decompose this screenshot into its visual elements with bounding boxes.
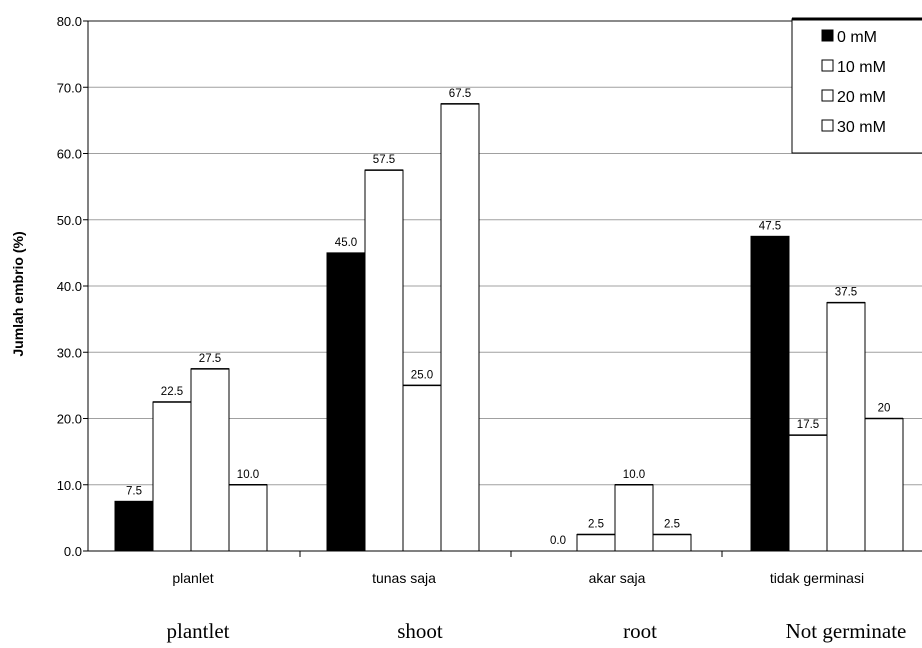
labels: 7.5 45.0 0.0 47.5 22.5 57.5 2.5 17.5 27.5 25.0 10.… [126,88,906,643]
y-tick-label: 50.0 [57,213,82,228]
legend-label: 10 mM [837,59,886,76]
data-label: 10.0 [237,469,259,481]
data-label: 57.5 [373,154,395,166]
bar-10mm-0 [152,401,192,552]
bar-30mm-1 [440,103,480,552]
bar-30mm-0 [228,484,268,552]
bar-10mm-1 [364,169,404,552]
legend-label: 30 mM [837,119,886,136]
legend-swatch [821,119,834,132]
english-category-label: shoot [397,619,443,643]
data-label: 17.5 [797,419,819,431]
bar-20mm-2 [614,484,654,552]
bars [114,103,904,552]
data-label: 0.0 [550,535,566,547]
legend-swatch [821,29,834,42]
bar-0mm-0 [114,500,154,552]
y-tick-label: 0.0 [64,544,82,559]
data-label: 67.5 [449,88,471,100]
data-label: 10.0 [623,469,645,481]
y-tick-label: 70.0 [57,80,82,95]
bar-10mm-2 [576,533,616,552]
data-label: 47.5 [759,220,781,232]
legend-swatch [821,59,834,72]
category-label: tidak germinasi [770,570,864,586]
legend: 0 mM 10 mM 20 mM 30 mM [791,17,922,154]
data-label: 25.0 [411,369,433,381]
english-category-label: plantlet [167,619,230,643]
legend-label: 0 mM [837,29,877,46]
data-label: 45.0 [335,237,357,249]
legend-swatch [821,89,834,102]
data-label: 22.5 [161,386,183,398]
bar-10mm-3 [788,434,828,552]
category-label: akar saja [589,570,646,586]
legend-box [791,18,922,154]
data-label: 27.5 [199,353,221,365]
bar-30mm-2 [652,533,692,552]
y-axis-label: Jumlah embrio (%) [10,231,26,356]
y-tick-label: 30.0 [57,345,82,360]
data-label: 37.5 [835,287,857,299]
bar-30mm-3 [864,418,904,552]
category-label: planlet [172,570,213,586]
english-category-label: Not germinate [786,619,907,643]
y-tick-label: 10.0 [57,478,82,493]
data-label: 2.5 [588,518,604,530]
bar-20mm-3 [826,302,866,552]
bar-20mm-0 [190,368,230,552]
bar-0mm-3 [750,235,790,552]
category-label: tunas saja [372,570,436,586]
bar-20mm-1 [402,384,442,552]
data-label: 7.5 [126,485,142,497]
y-tick-label: 20.0 [57,412,82,427]
y-tick-label: 80.0 [57,14,82,29]
data-label: 2.5 [664,518,680,530]
legend-label: 20 mM [837,89,886,106]
axes: 0.0 10.0 20.0 30.0 40.0 50.0 60.0 70.0 80.0 Jumla… [10,14,922,559]
y-tick-label: 60.0 [57,147,82,162]
y-tick-label: 40.0 [57,279,82,294]
bar-0mm-1 [326,252,366,552]
data-label: 20 [878,403,891,415]
english-category-label: root [623,619,657,643]
